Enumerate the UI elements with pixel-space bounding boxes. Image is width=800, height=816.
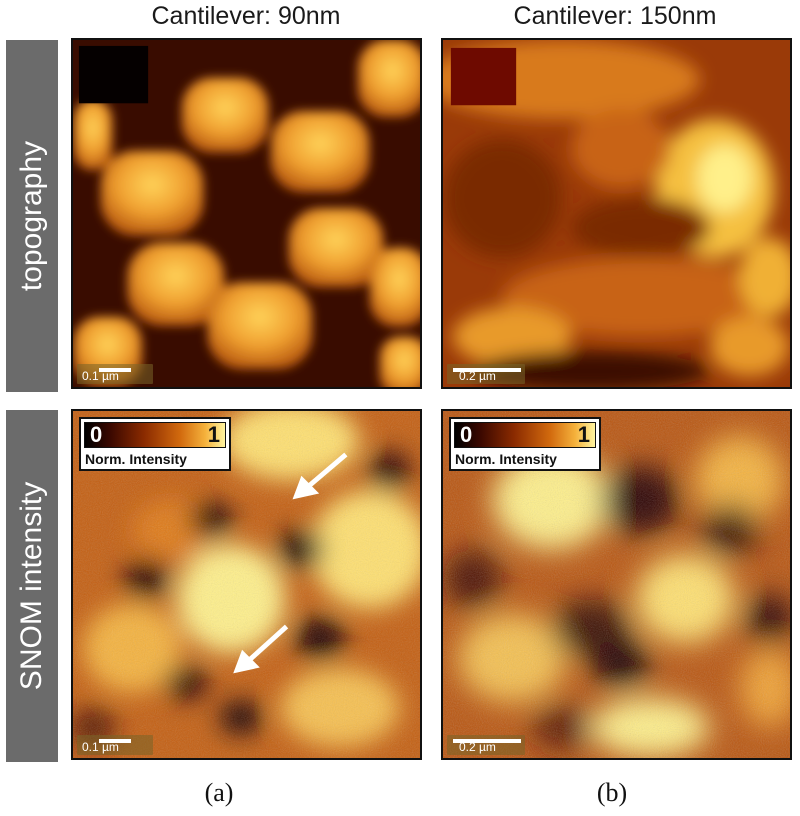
colorbar-max-label: 1	[207, 422, 220, 447]
arrow-markers	[233, 452, 348, 674]
topography-panel-150nm: 0.2 µm	[441, 38, 792, 389]
scalebar: 0.2 µm	[447, 364, 525, 384]
column-header-150nm: Cantilever: 150nm	[513, 2, 717, 30]
colorbar-max-label: 1	[577, 422, 590, 447]
column-header-90nm: Cantilever: 90nm	[151, 2, 341, 30]
scalebar-line	[453, 739, 521, 743]
topography-image-90nm	[73, 40, 420, 387]
scalebar-line	[453, 368, 521, 372]
colorbar-gradient	[454, 422, 596, 448]
row-label-topography-text: topography	[15, 140, 48, 292]
scalebar-label: 0.2 µm	[459, 740, 496, 754]
scalebar-line	[99, 739, 131, 743]
scalebar-label: 0.2 µm	[459, 369, 496, 383]
colorbar-gradient	[84, 422, 226, 448]
colorbar-legend: 0 1 Norm. Intensity	[449, 417, 601, 471]
snom-panel-150nm: 0 1 Norm. Intensity 0.2 µm	[441, 409, 792, 760]
scalebar-label: 0.1 µm	[82, 369, 119, 383]
scalebar-line	[99, 368, 131, 372]
scalebar: 0.2 µm	[447, 735, 525, 755]
colorbar-min-label: 0	[460, 422, 473, 447]
scalebar: 0.1 µm	[77, 735, 153, 755]
colorbar-legend: 0 1 Norm. Intensity	[79, 417, 231, 471]
colorbar-min-label: 0	[90, 422, 103, 447]
scalebar-label: 0.1 µm	[82, 740, 119, 754]
topography-image-150nm	[443, 40, 790, 387]
topography-panel-90nm: 0.1 µm	[71, 38, 422, 389]
colorbar-title: Norm. Intensity	[455, 451, 557, 467]
colorbar-title: Norm. Intensity	[85, 451, 187, 467]
row-label-topography: topography	[6, 40, 58, 392]
sublabel-b: (b)	[596, 778, 628, 807]
scalebar: 0.1 µm	[77, 364, 153, 384]
row-label-snom: SNOM intensity	[6, 410, 58, 762]
sublabel-a: (a)	[204, 778, 234, 807]
row-label-snom-text: SNOM intensity	[15, 481, 48, 691]
snom-panel-90nm: 0 1 Norm. Intensity 0.1 µm	[71, 409, 422, 760]
